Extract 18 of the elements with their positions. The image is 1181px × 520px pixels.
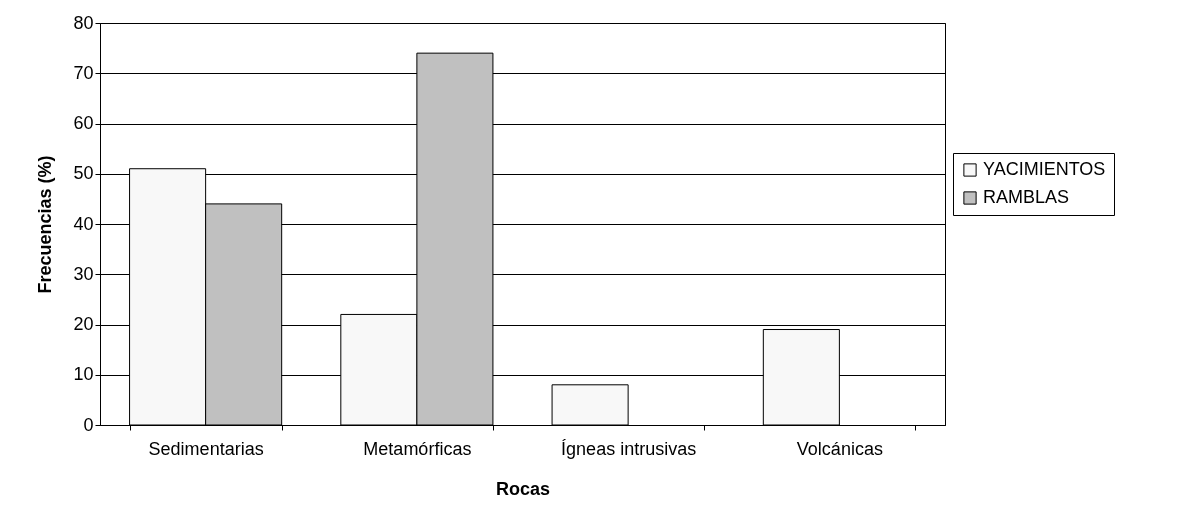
y-tick-label: 40 (73, 213, 94, 234)
y-tick-label: 60 (73, 113, 94, 133)
y-tick-label: 0 (83, 414, 94, 435)
x-tick-label: Sedimentarias (148, 438, 264, 459)
y-tick-label: 70 (73, 62, 94, 83)
legend-label: RAMBLAS (983, 187, 1070, 207)
legend-label: YACIMIENTOS (983, 159, 1106, 179)
x-tick-label: Volcánicas (796, 438, 883, 459)
y-tick-label: 80 (73, 12, 94, 33)
bar (551, 384, 629, 426)
y-tick-label: 30 (73, 263, 94, 284)
y-axis-title: Frecuencias (%) (35, 155, 56, 294)
x-tick-label: Ígneas intrusivas (561, 438, 697, 459)
y-tick-label: 20 (73, 314, 94, 334)
x-tick-label: Metamórficas (363, 438, 472, 459)
x-axis-title: Rocas (495, 478, 551, 499)
y-tick-label: 50 (73, 163, 94, 184)
y-tick-label: 10 (73, 364, 94, 385)
